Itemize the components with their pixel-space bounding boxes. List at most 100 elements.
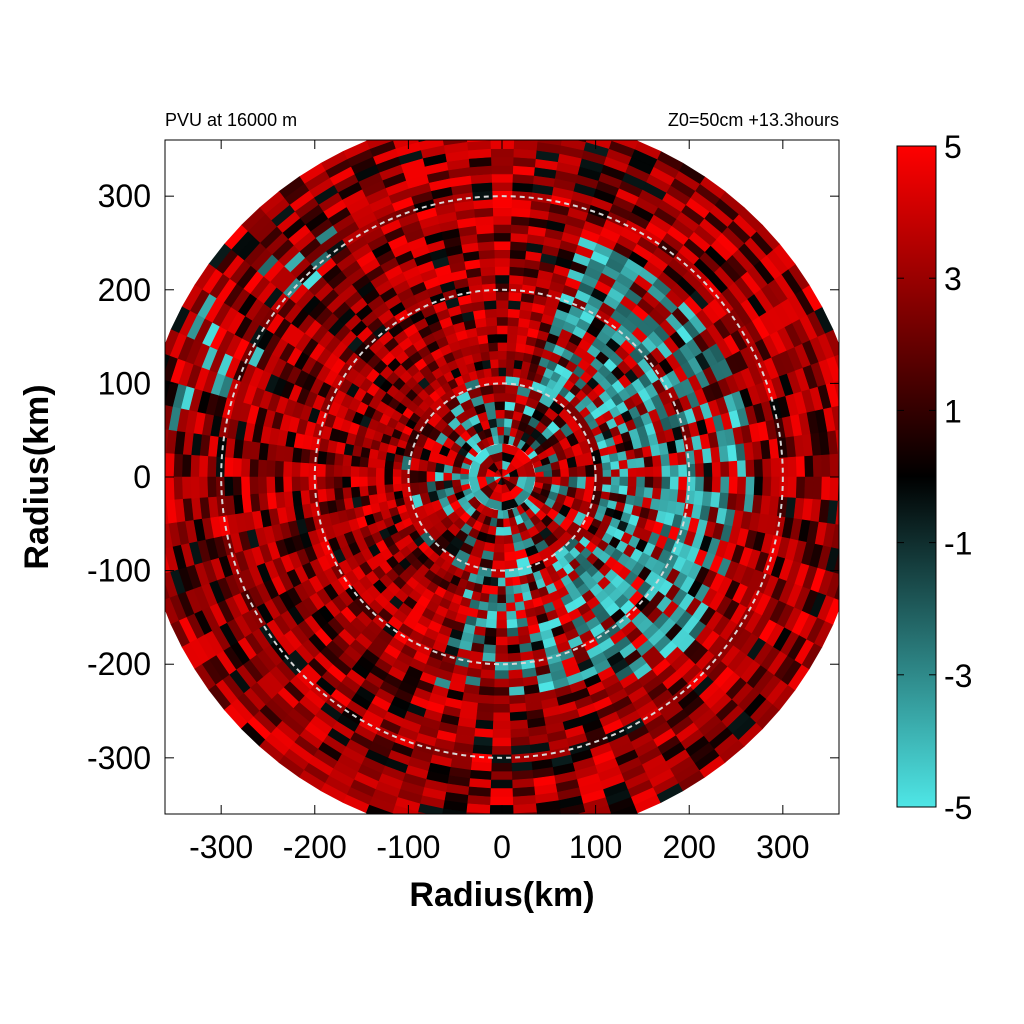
heatmap-cell [509,711,528,722]
heatmap-cell [325,452,336,466]
heatmap-cell [509,694,527,705]
heatmap-cell [636,476,646,488]
heatmap-cell [778,456,789,478]
heatmap-cell [480,274,496,285]
heatmap-cell [392,476,402,485]
heatmap-cell [551,476,562,486]
heatmap-cell [165,354,170,371]
heatmap-cell [855,452,864,477]
heatmap-cell [476,702,495,714]
heatmap-cell [141,427,152,453]
heatmap-cell [152,525,165,551]
heatmap-cell [787,456,798,478]
heatmap-cell [442,472,452,482]
heatmap-cell [165,551,171,574]
heatmap-cell [475,224,494,235]
heatmap-cell [831,523,839,549]
heatmap-cell [494,670,510,680]
heatmap-cell [831,405,839,431]
heatmap-cell [847,477,856,502]
heatmap-cell [465,123,490,133]
heatmap-cell [493,543,505,554]
heatmap-cell [585,463,596,478]
heatmap-cell [652,476,663,489]
heatmap-cell [496,325,508,335]
heatmap-cell [504,392,517,403]
heatmap-cell [493,695,511,705]
heatmap-cell [441,125,466,137]
heatmap-cell [494,535,505,545]
heatmap-cell [507,299,521,310]
heatmap-cell [728,476,739,494]
heatmap-cell [507,652,522,663]
heatmap-cell [492,215,512,225]
heatmap-cell [627,467,638,478]
y-tick-label: 200 [98,272,151,308]
heatmap-cell [409,470,419,484]
colorbar-tick-label: -1 [944,526,972,562]
heatmap-cell [165,523,173,549]
heatmap-cell [660,453,671,467]
heatmap-cell [837,476,839,501]
heatmap-cell [602,476,612,485]
heatmap-cell [753,476,764,496]
heatmap-cell [635,486,646,498]
heatmap-cell [835,500,839,525]
heatmap-cell [678,476,688,491]
heatmap-cell [479,266,496,277]
heatmap-cell [505,350,516,361]
heatmap-cell [770,476,781,497]
heatmap-cell [736,459,747,478]
heatmap-cell [668,452,679,466]
heatmap-cell [497,586,507,596]
heatmap-cell [341,465,352,478]
heatmap-cell [491,173,513,183]
heatmap-cell [487,602,498,613]
heatmap-cell [568,476,579,488]
heatmap-cell [149,501,160,526]
heatmap-cell [165,380,171,403]
heatmap-cell [434,462,445,474]
heatmap-cell [441,817,466,829]
heatmap-cell [618,484,629,495]
colorbar-ticks: 5 3 1 -1 -3 -5 [897,129,972,826]
heatmap-cell [804,454,815,478]
heatmap-cell [492,392,506,402]
heatmap-cell [844,501,855,526]
heatmap-cell [490,156,514,166]
heatmap-cell [495,645,509,655]
heatmap-cell [496,333,508,343]
heatmap-cell [514,123,539,133]
heatmap-cell [538,817,563,829]
heatmap-cell [350,476,360,488]
heatmap-cell [497,358,507,368]
y-tick-label: -100 [87,553,151,589]
colorbar-tick-label: 5 [944,129,962,165]
heatmap-cell [608,140,612,141]
heatmap-cell [333,453,344,467]
heatmap-cell [829,453,839,478]
heatmap-cell [506,341,517,352]
heatmap-cell [488,593,499,604]
heatmap-cell [490,148,514,158]
heatmap-cell [487,341,498,352]
heatmap-cell [476,240,495,252]
heatmap-cell [497,510,504,520]
heatmap-cell [840,403,853,429]
heatmap-cell [643,486,654,499]
heatmap-cell [492,720,512,730]
heatmap-cell [143,526,156,552]
heatmap-cell [316,476,326,491]
heatmap-cell [165,329,180,357]
heatmap-cell [635,456,646,468]
heatmap-cell [489,813,515,814]
heatmap-cell [491,560,506,570]
heatmap-cell [508,274,524,285]
heatmap-cell [576,476,587,490]
heatmap-cell [703,476,713,493]
heatmap-cell [491,746,513,756]
heatmap-cell [493,249,511,259]
heatmap-cell [198,476,209,499]
heatmap-cell [497,577,507,587]
heatmap-cell [358,486,369,498]
